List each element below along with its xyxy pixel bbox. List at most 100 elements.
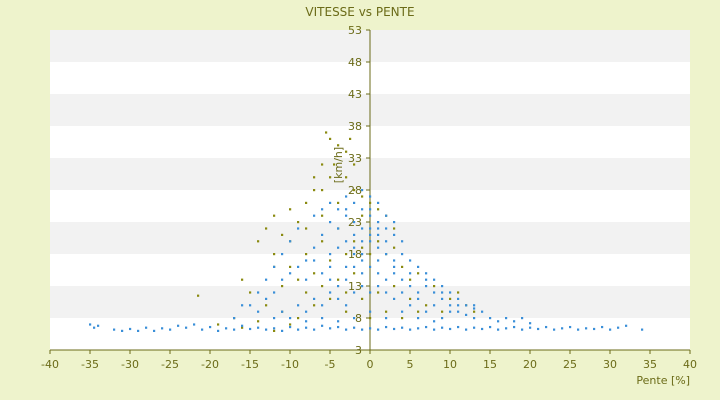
blue-point: [265, 297, 268, 300]
blue-point: [369, 310, 372, 313]
blue-point: [409, 259, 412, 262]
blue-point: [409, 328, 412, 331]
blue-point: [305, 326, 308, 329]
blue-point: [257, 326, 260, 329]
y-axis-title: [km/h]: [332, 147, 345, 183]
olive-point: [417, 272, 420, 275]
blue-point: [457, 310, 460, 313]
blue-point: [409, 285, 412, 288]
blue-point: [457, 297, 460, 300]
blue-point: [473, 317, 476, 320]
x-tick-label: 15: [483, 358, 497, 371]
blue-point: [345, 265, 348, 268]
olive-point: [313, 304, 316, 307]
olive-point: [337, 144, 340, 147]
blue-point: [209, 325, 212, 329]
olive-point: [401, 265, 404, 268]
blue-point: [289, 240, 292, 243]
blue-point: [433, 304, 436, 307]
blue-point: [449, 310, 452, 313]
x-tick-label: 35: [643, 358, 657, 371]
blue-point: [393, 272, 396, 275]
blue-point: [305, 310, 308, 313]
olive-point: [305, 253, 308, 256]
olive-point: [321, 163, 324, 166]
olive-point: [369, 253, 372, 256]
blue-point: [417, 291, 420, 294]
blue-point: [369, 327, 372, 330]
blue-point: [417, 297, 420, 300]
y-tick-label: 33: [348, 152, 362, 165]
blue-point: [353, 291, 356, 294]
blue-point: [345, 214, 348, 217]
olive-point: [297, 278, 300, 281]
blue-point: [305, 259, 308, 262]
olive-point: [333, 163, 336, 166]
olive-point: [361, 246, 364, 249]
blue-point: [385, 214, 388, 217]
blue-point: [617, 326, 620, 329]
blue-point: [361, 253, 364, 256]
blue-point: [329, 265, 332, 268]
blue-point: [433, 328, 436, 331]
blue-point: [625, 324, 628, 327]
olive-point: [265, 227, 268, 230]
blue-point: [353, 246, 356, 249]
olive-point: [297, 221, 300, 224]
blue-point: [377, 272, 380, 275]
blue-point: [273, 291, 276, 294]
olive-point: [321, 285, 324, 288]
blue-point: [129, 327, 132, 331]
blue-point: [449, 327, 452, 331]
blue-point: [561, 327, 564, 330]
blue-point: [377, 285, 380, 288]
olive-point: [361, 297, 364, 300]
olive-point: [257, 320, 260, 323]
blue-point: [345, 278, 348, 281]
blue-point: [489, 325, 492, 329]
olive-point: [361, 195, 364, 198]
blue-point: [345, 208, 348, 211]
olive-point: [425, 304, 428, 307]
blue-point: [201, 328, 204, 331]
olive-point: [325, 131, 328, 134]
olive-point: [409, 297, 412, 300]
blue-point: [409, 272, 412, 275]
blue-point: [353, 233, 356, 236]
olive-point: [377, 240, 380, 243]
blue-point: [353, 265, 356, 268]
blue-point: [321, 324, 324, 327]
blue-point: [401, 278, 404, 281]
olive-point: [289, 265, 292, 268]
blue-point: [513, 325, 516, 329]
blue-point: [337, 297, 340, 300]
blue-point: [393, 233, 396, 236]
blue-point: [361, 272, 364, 275]
blue-point: [297, 227, 300, 230]
olive-point: [249, 291, 252, 294]
blue-point: [369, 240, 372, 243]
blue-point: [441, 291, 444, 294]
x-tick-label: 0: [367, 358, 374, 371]
blue-point: [361, 328, 364, 331]
olive-point: [393, 227, 396, 230]
blue-point: [337, 246, 340, 249]
blue-point: [401, 310, 404, 313]
olive-point: [369, 317, 372, 320]
olive-point: [257, 240, 260, 243]
blue-point: [353, 253, 356, 256]
olive-point: [329, 176, 332, 179]
blue-point: [473, 304, 476, 307]
chart-title: VITESSE vs PENTE: [305, 5, 414, 19]
blue-point: [505, 327, 508, 330]
blue-point: [217, 329, 220, 332]
blue-point: [425, 285, 428, 288]
blue-point: [433, 320, 436, 323]
blue-point: [361, 259, 364, 262]
x-tick-label: -35: [81, 358, 99, 371]
blue-point: [457, 325, 460, 329]
blue-point: [337, 227, 340, 230]
blue-point: [385, 240, 388, 243]
olive-point: [241, 326, 244, 329]
olive-point: [313, 272, 316, 275]
